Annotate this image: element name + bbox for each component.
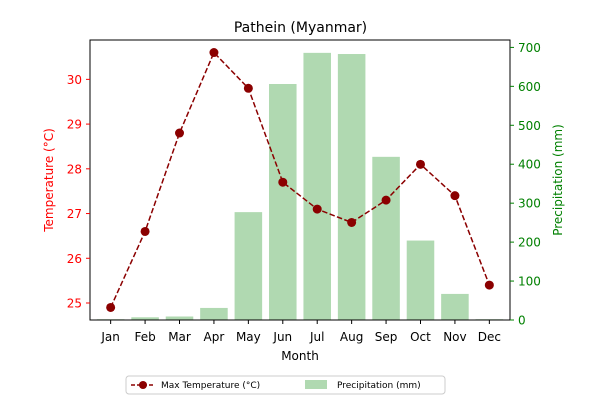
x-tick-label: May xyxy=(236,330,261,344)
temperature-point-feb xyxy=(140,226,150,236)
temperature-point-may xyxy=(243,83,253,93)
legend-temperature-label: Max Temperature (°C) xyxy=(161,381,260,391)
temperature-point-apr xyxy=(209,48,219,58)
legend-bar-swatch xyxy=(305,380,327,389)
temperature-point-jan xyxy=(106,302,116,312)
temperature-point-oct xyxy=(415,159,425,169)
legend-marker-swatch xyxy=(139,381,147,389)
y-left-tick-label: 27 xyxy=(67,207,82,221)
x-tick-label: Sep xyxy=(375,330,398,344)
x-tick-label: Nov xyxy=(443,330,466,344)
legend: Max Temperature (°C) Precipitation (mm) xyxy=(125,375,446,395)
y-right-tick-label: 600 xyxy=(518,80,541,94)
x-axis-label: Month xyxy=(281,349,319,363)
temperature-point-aug xyxy=(347,217,357,227)
x-tick-label: Apr xyxy=(204,330,225,344)
precipitation-bar-nov xyxy=(441,293,469,320)
x-tick-label: Mar xyxy=(168,330,191,344)
precipitation-bar-aug xyxy=(337,54,366,320)
y-right-tick-label: 700 xyxy=(518,41,541,55)
chart-title: Pathein (Myanmar) xyxy=(234,20,367,36)
x-tick-label: Jun xyxy=(272,330,292,344)
x-tick-label: Aug xyxy=(340,330,363,344)
y-right-tick-label: 0 xyxy=(518,314,526,328)
precipitation-bars xyxy=(96,52,504,321)
y-axis-left: 25 26 27 28 29 30 xyxy=(67,73,90,311)
temperature-point-nov xyxy=(450,191,460,201)
temperature-point-dec xyxy=(484,280,494,290)
temperature-point-jul xyxy=(312,204,322,214)
legend-precipitation-label: Precipitation (mm) xyxy=(337,381,421,391)
temperature-point-sep xyxy=(381,195,391,205)
y-left-tick-label: 25 xyxy=(67,297,82,311)
x-tick-label: Dec xyxy=(478,330,501,344)
precipitation-bar-sep xyxy=(372,156,400,320)
precipitation-bar-feb xyxy=(131,317,159,320)
x-tick-label: Jul xyxy=(309,330,324,344)
y-left-tick-label: 26 xyxy=(67,252,82,266)
precipitation-bar-jul xyxy=(303,52,331,320)
x-axis: Jan Feb Mar Apr May Jun Jul Aug Sep Oct Nov Dec xyxy=(100,320,501,344)
temperature-line xyxy=(106,48,494,312)
y-left-tick-label: 29 xyxy=(67,118,82,132)
x-tick-label: Oct xyxy=(410,330,431,344)
precipitation-bar-jun xyxy=(269,84,297,321)
y-right-tick-label: 500 xyxy=(518,119,541,133)
temperature-point-jun xyxy=(278,177,288,187)
y-right-tick-label: 400 xyxy=(518,158,541,172)
y-axis-right-label: Precipitation (mm) xyxy=(551,124,565,236)
y-left-tick-label: 30 xyxy=(67,73,82,87)
precipitation-bar-mar xyxy=(165,316,194,320)
temperature-series-line xyxy=(109,51,491,308)
x-tick-label: Feb xyxy=(134,330,155,344)
y-axis-right: 0 100 200 300 400 500 600 700 xyxy=(510,41,541,328)
x-tick-label: Jan xyxy=(100,330,120,344)
y-right-tick-label: 100 xyxy=(518,275,541,289)
plot-frame xyxy=(89,39,511,321)
y-right-tick-label: 300 xyxy=(518,197,541,211)
precipitation-bar-may xyxy=(234,212,263,320)
precipitation-bar-apr xyxy=(200,307,228,320)
y-left-tick-label: 28 xyxy=(67,162,82,176)
y-axis-left-label: Temperature (°C) xyxy=(42,128,56,233)
legend-box xyxy=(125,375,446,395)
precipitation-bar-oct xyxy=(406,240,435,320)
temperature-point-mar xyxy=(175,128,185,138)
y-right-tick-label: 200 xyxy=(518,236,541,250)
